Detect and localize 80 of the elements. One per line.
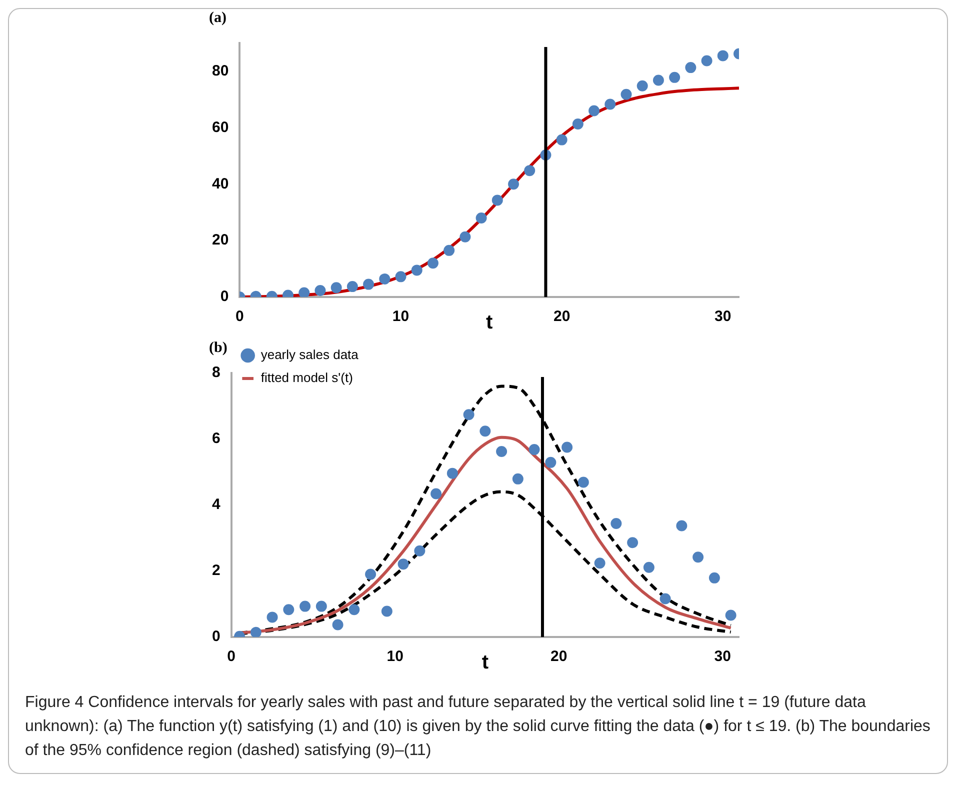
x-tick-label: 30 (714, 308, 732, 326)
y-tick-label: 40 (212, 175, 229, 192)
point (545, 456, 556, 468)
point (463, 409, 474, 420)
y-tick-label: 8 (212, 364, 220, 382)
point (365, 568, 376, 580)
point (381, 606, 392, 617)
y-tick-label: 2 (212, 562, 220, 580)
point (314, 285, 326, 296)
point (300, 600, 311, 612)
point (627, 537, 638, 548)
y-tick-label: 0 (220, 288, 229, 306)
point (379, 273, 390, 284)
point (594, 558, 606, 569)
point (492, 194, 503, 206)
x-axis-title: t (486, 312, 494, 334)
point (363, 278, 374, 290)
y-tick-label: 0 (212, 628, 220, 646)
point (685, 62, 696, 74)
y-tick-label: 60 (212, 118, 229, 136)
point (414, 545, 426, 556)
point (652, 74, 664, 86)
point (316, 600, 327, 612)
x-tick-label: 20 (550, 648, 568, 666)
point (398, 558, 409, 570)
point (588, 105, 600, 116)
x-tick-label: 30 (714, 648, 731, 666)
point (562, 442, 573, 453)
point (476, 212, 487, 224)
point (480, 426, 491, 437)
point (717, 50, 728, 62)
point (508, 178, 520, 190)
y-tick-label: 6 (212, 430, 220, 448)
x-tick-label: 20 (553, 308, 570, 326)
point (346, 281, 358, 292)
legend-label: fitted model s'(t) (260, 370, 353, 386)
point (266, 612, 278, 623)
point (725, 610, 736, 621)
point (332, 619, 344, 630)
point (430, 488, 442, 500)
point (669, 72, 680, 83)
point (692, 552, 704, 563)
point (348, 604, 360, 616)
point (604, 98, 616, 110)
point (578, 476, 589, 488)
point (512, 473, 524, 484)
x-tick-label: 10 (386, 648, 404, 666)
point (298, 287, 310, 297)
point (643, 562, 654, 573)
legend-label: yearly sales data (260, 347, 360, 362)
point (411, 264, 422, 276)
point (330, 282, 342, 294)
chart-title: (a) (209, 10, 226, 26)
point (250, 626, 262, 637)
point (701, 55, 712, 66)
point (395, 271, 406, 282)
x-tick-label: 10 (392, 308, 410, 326)
point (556, 134, 568, 146)
point (446, 468, 458, 479)
y-tick-label: 80 (212, 62, 229, 80)
point (283, 604, 294, 616)
chart-title: (b) (209, 340, 228, 356)
point (496, 446, 508, 458)
point (427, 258, 438, 269)
caption: Figure 4 Confidence intervals for yearly sales with past and future separated by the vertical solid line t = 19 (future data unknown): (a) The function y(t) satisfying (1) and (10) is given by the solid curve fitting the data (●) for t ≤ 19. (b) The boundaries of the 95% confidence region (dashed) satisfying (9)–(11) (24, 693, 932, 761)
point (636, 80, 648, 92)
x-axis-title: t (482, 652, 489, 674)
point (660, 593, 671, 604)
y-tick-label: 20 (212, 232, 229, 249)
point (572, 118, 584, 130)
point (528, 444, 540, 456)
point (708, 572, 720, 584)
point (460, 231, 471, 242)
x-tick-label: 0 (236, 308, 244, 326)
point (444, 244, 455, 256)
point (676, 520, 688, 532)
y-tick-label: 4 (212, 496, 221, 514)
point (620, 88, 632, 100)
point (524, 165, 536, 176)
point (610, 518, 622, 529)
